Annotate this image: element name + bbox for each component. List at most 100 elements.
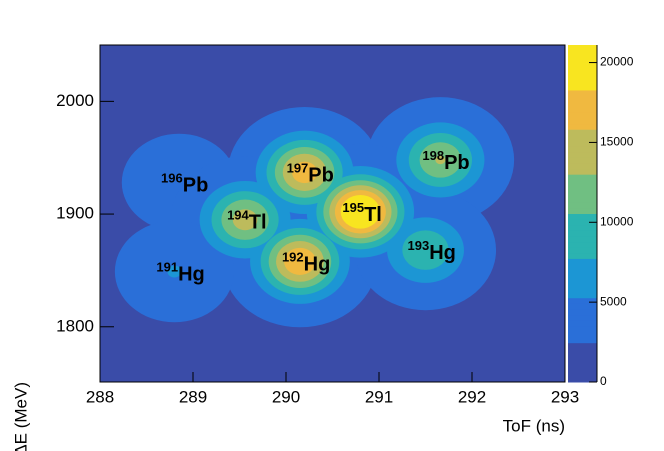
color-bar-cell [568, 56, 597, 63]
mass-number: 196 [161, 171, 183, 186]
color-bar-cell [568, 292, 597, 299]
z-tick-label: 15000 [600, 135, 634, 149]
color-bar-cell [568, 179, 597, 186]
color-bar-cell [568, 151, 597, 158]
color-bar-cell [568, 134, 597, 141]
color-bar-cell [568, 342, 597, 349]
color-bar-cell [568, 303, 597, 310]
color-bar-cell [568, 78, 597, 85]
color-bar-cell [568, 247, 597, 254]
color-bar-cell [568, 162, 597, 170]
color-bar-cell [568, 73, 597, 80]
element: Hg [429, 242, 456, 264]
color-bar-cell [568, 67, 597, 74]
mass-number: 191 [156, 260, 178, 275]
color-bar-cell [568, 61, 597, 68]
peak-level [232, 209, 258, 231]
peak-label: 192Hg [282, 250, 330, 276]
mass-number: 192 [282, 250, 304, 265]
element: Pb [308, 165, 334, 187]
mass-number: 194 [227, 208, 249, 223]
x-tick-label: 290 [272, 387, 300, 406]
color-bar-cell [568, 280, 597, 288]
color-bar-cell [568, 241, 597, 248]
color-bar-cell [568, 129, 597, 136]
axes: 288 289 290 291 292 293 1800 1900 2000 [56, 91, 579, 407]
color-bar-cell [568, 45, 597, 52]
peak-label: 193Hg [408, 239, 456, 265]
z-tick-label: 20000 [600, 55, 634, 69]
element: Hg [304, 254, 331, 276]
x-tick-label: 289 [179, 387, 207, 406]
mass-number: 195 [342, 200, 364, 215]
z-tick-label: 10000 [600, 214, 634, 228]
color-bar-cell [568, 308, 597, 316]
color-bar-cell [568, 207, 597, 214]
peak-level [291, 161, 318, 184]
x-tick-label: 288 [86, 387, 114, 406]
color-bar-cell [568, 337, 597, 344]
color-bar-cell [568, 191, 597, 198]
color-bar-cell [568, 196, 597, 203]
x-tick-label: 291 [365, 387, 393, 406]
element: Tl [364, 204, 382, 226]
color-bar-cell [568, 325, 597, 332]
peak-level [167, 265, 182, 278]
color-bar-cell [568, 314, 597, 321]
element: Tl [249, 212, 267, 234]
x-tick-label: 292 [458, 387, 486, 406]
color-bar-cell [568, 174, 597, 181]
color-bar-cell [568, 297, 597, 304]
color-bar-cell [568, 118, 597, 125]
z-tick-label: 0 [600, 374, 607, 388]
color-bar-cell [568, 235, 597, 243]
peak-label: 195Tl [342, 200, 381, 226]
color-bar-cell [568, 264, 597, 271]
color-bar-cell [568, 286, 597, 293]
color-bar-cell [568, 219, 597, 226]
color-bar-cell [568, 365, 597, 372]
y-tick-label: 1900 [56, 204, 94, 223]
color-bar-cell [568, 258, 597, 265]
mass-number: 193 [408, 239, 430, 254]
color-bar-cell [568, 106, 597, 113]
color-bar-cell [568, 353, 597, 361]
element: Pb [183, 175, 209, 197]
color-bar-cell [568, 140, 597, 147]
x-tick-label: 293 [551, 387, 579, 406]
x-axis-title: ToF (ns) [503, 416, 565, 435]
color-bar-cell [568, 252, 597, 259]
peak-label: 194Tl [227, 208, 266, 234]
peak-level [402, 230, 449, 270]
color-bar-cell [568, 50, 597, 57]
peak-label: 191Hg [156, 260, 204, 286]
color-bar-cell [568, 84, 597, 91]
peak-label: 198Pb [422, 148, 469, 174]
color-bar-cell [568, 202, 597, 209]
peak-level [340, 195, 381, 229]
color-bar-cell [568, 331, 597, 338]
color-bar-cell [568, 168, 597, 175]
peak-level [435, 155, 446, 165]
color-bar-cell [568, 370, 597, 377]
color-bar-cell [568, 123, 597, 130]
y-tick-label: 2000 [56, 91, 94, 110]
color-bar-cell [568, 348, 597, 355]
y-tick-label: 1800 [56, 316, 94, 335]
mass-number: 197 [287, 161, 309, 176]
color-bar-cell [568, 376, 597, 383]
peak-label: 197Pb [287, 161, 334, 187]
peak-level [284, 247, 316, 275]
peak-label: 196Pb [161, 171, 208, 197]
plot-area [100, 45, 565, 382]
y-axis-title: ΔE (MeV) [11, 382, 30, 451]
color-bar-cell [568, 269, 597, 276]
color-bar-cell [568, 320, 597, 327]
z-tick-label: 5000 [600, 294, 627, 308]
color-bar-cell [568, 359, 597, 366]
color-bar-cell [568, 224, 597, 231]
color-bar-cell [568, 157, 597, 164]
color-bar: 0 5000 10000 15000 20000 [568, 45, 634, 388]
